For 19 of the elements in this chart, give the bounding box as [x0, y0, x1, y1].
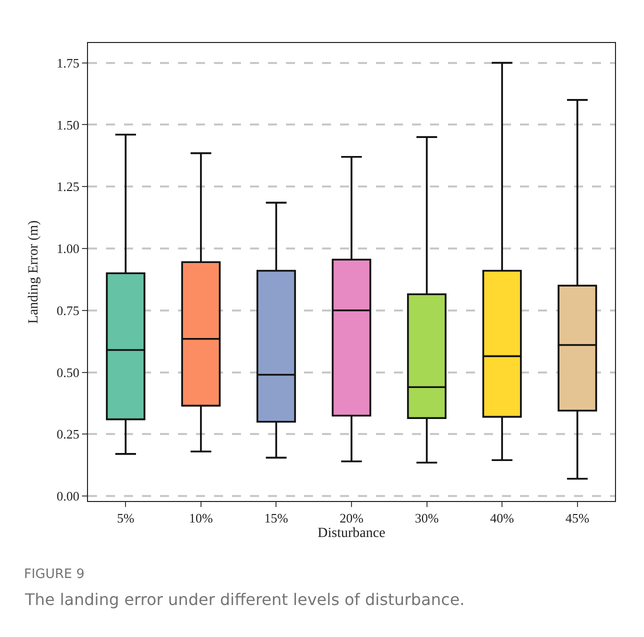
y-tick-label: 0.75 [56, 302, 80, 318]
text: The landing error under different levels of disturbance. [24, 590, 465, 609]
y-tick-label: 0.00 [56, 488, 80, 504]
y-axis-title: Landing Error (m) [26, 220, 42, 324]
x-tick-label: 20% [340, 510, 364, 526]
x-tick-label: 40% [490, 510, 514, 526]
y-tick-label: 1.50 [56, 117, 80, 132]
x-tick-label: 15% [264, 510, 288, 526]
y-tick-label: 1.25 [56, 179, 80, 194]
text: FIGURE 9 [24, 567, 85, 582]
y-tick-label: 0.50 [56, 364, 80, 380]
x-tick-label: 30% [414, 510, 439, 526]
x-tick-label: 10% [189, 510, 214, 526]
x-tick-label: 45% [565, 510, 590, 526]
x-axis-title: Disturbance [318, 526, 386, 541]
x-tick-label: 5% [116, 510, 134, 526]
y-tick-label: 0.25 [56, 426, 80, 442]
y-tick-label: 1.75 [56, 55, 80, 70]
y-tick-label: 1.00 [56, 241, 80, 256]
